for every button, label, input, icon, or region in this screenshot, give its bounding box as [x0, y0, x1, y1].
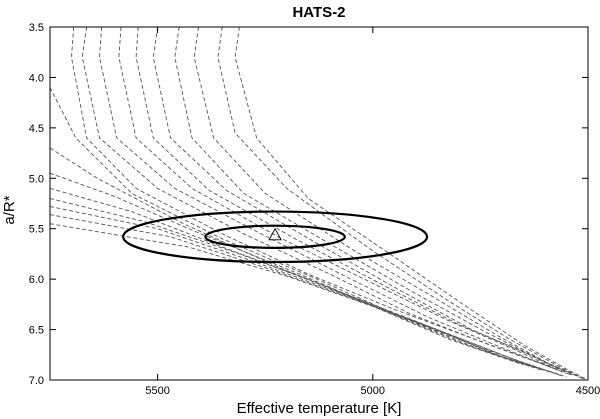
chart-title: HATS-2: [292, 4, 345, 21]
y-axis-ticks: 3.5 4.0 4.5 5.0 5.5 6.0 6.5 7.0: [29, 22, 588, 387]
y-tick-label: 4.0: [29, 72, 44, 84]
y-tick-label: 3.5: [29, 22, 44, 34]
y-tick-label: 6.0: [29, 274, 44, 286]
y-tick-label: 4.5: [29, 123, 44, 135]
isochrone-curve: [193, 27, 582, 379]
isochrone-curve: [50, 172, 533, 368]
isochrone-curve: [135, 27, 571, 376]
best-fit-marker-group: [268, 227, 282, 241]
isochrone-curve: [152, 27, 576, 377]
x-tick-label: 5000: [361, 385, 385, 397]
isochrone-curve: [81, 27, 559, 371]
isochrone-curve: [217, 27, 584, 380]
x-axis-ticks: 5500 5000 4500: [145, 27, 600, 397]
isochrone-curve: [118, 27, 567, 375]
isochrone-curve: [50, 87, 546, 371]
isochrone-curve: [50, 147, 524, 366]
isochrone-curve: [50, 187, 541, 371]
isochrone-curve: [50, 198, 550, 373]
y-tick-label: 5.5: [29, 224, 44, 236]
isochrone-curve: [50, 214, 563, 377]
best-fit-marker: [268, 227, 282, 241]
isochrone-curve: [50, 223, 567, 378]
x-axis-title: Effective temperature [K]: [237, 400, 402, 417]
x-tick-label: 4500: [576, 385, 600, 397]
plot-frame: [49, 26, 589, 381]
isochrone-curve: [174, 27, 580, 378]
confidence-ellipse: [122, 210, 429, 264]
isochrone-curves: [50, 27, 587, 380]
x-tick-label: 5500: [145, 385, 169, 397]
isochrone-curve: [71, 27, 554, 369]
isochrone-curve: [99, 27, 563, 373]
isochrone-curve: [50, 206, 559, 375]
confidence-contours: [122, 210, 429, 264]
y-axis-title: a/R*: [1, 195, 18, 224]
y-tick-label: 5.0: [29, 173, 44, 185]
y-tick-label: 7.0: [29, 375, 44, 387]
confidence-ellipse: [204, 224, 346, 249]
isochrone-curve: [234, 27, 587, 380]
y-tick-label: 6.5: [29, 325, 44, 337]
